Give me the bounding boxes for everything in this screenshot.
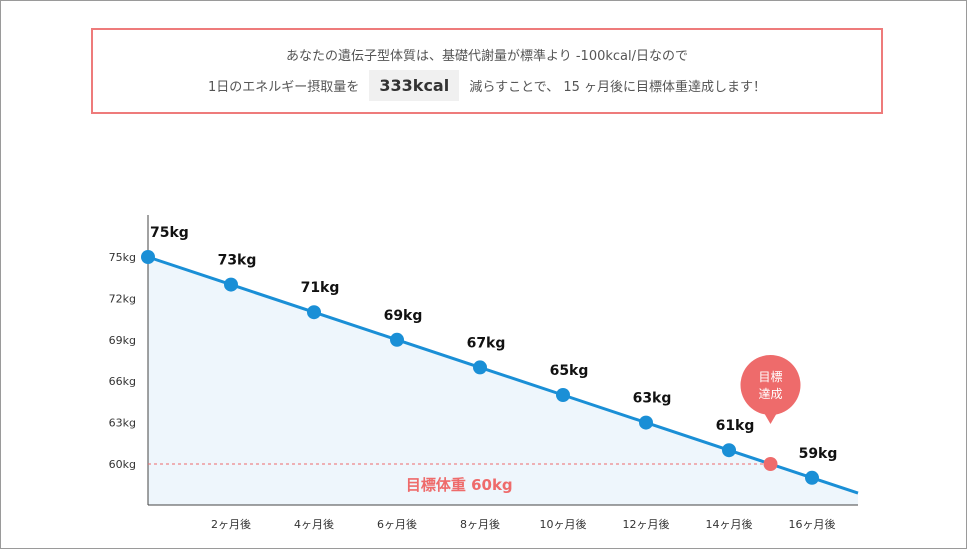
- goal-balloon: [740, 355, 801, 415]
- summary-line-2-suffix: 減らすことで、 15 ヶ月後に目標体重達成します！: [469, 80, 766, 95]
- x-tick-label: 6ヶ月後: [377, 517, 417, 531]
- goal-balloon-tail: [763, 412, 778, 424]
- goal-balloon-text-2: 達成: [758, 387, 782, 401]
- data-point: [805, 470, 819, 485]
- data-point: [224, 277, 238, 292]
- y-tick-label: 66kg: [109, 375, 136, 388]
- data-point-label: 75kg: [150, 225, 189, 241]
- data-point-label: 71kg: [301, 280, 340, 296]
- summary-line-1: あなたの遺伝子型体質は、基礎代謝量が標準より -100kcal/日なので: [285, 49, 688, 64]
- data-point-label: 73kg: [218, 253, 257, 269]
- x-tick-label: 12ヶ月後: [623, 517, 670, 531]
- y-tick-label: 60kg: [109, 458, 136, 471]
- data-point: [141, 250, 155, 264]
- summary-box: あなたの遺伝子型体質は、基礎代謝量が標準より -100kcal/日なので 1日の…: [91, 28, 883, 114]
- y-tick-label: 75kg: [109, 251, 136, 264]
- goal-weight-label: 目標体重 60kg: [406, 476, 513, 494]
- data-point: [556, 388, 570, 402]
- y-tick-label: 72kg: [109, 292, 136, 305]
- data-point-label: 67kg: [467, 335, 506, 351]
- x-tick-label: 2ヶ月後: [211, 517, 251, 531]
- x-tick-label: 16ヶ月後: [789, 517, 836, 531]
- data-point: [473, 360, 487, 375]
- data-point: [390, 332, 404, 347]
- summary-line-2-prefix: 1日のエネルギー摂取量を: [207, 80, 360, 95]
- data-point: [307, 305, 321, 320]
- kcal-reduction-value: 333kcal: [369, 70, 460, 101]
- goal-point: [763, 457, 778, 471]
- data-point-label: 61kg: [716, 418, 755, 434]
- summary-line-2: 1日のエネルギー摂取量を 333kcal 減らすことで、 15 ヶ月後に目標体重…: [93, 70, 881, 101]
- x-tick-label: 8ヶ月後: [460, 517, 500, 531]
- goal-balloon-text-1: 目標: [758, 370, 782, 384]
- data-point-label: 63kg: [633, 391, 672, 407]
- y-tick-label: 69kg: [109, 334, 136, 347]
- data-point-label: 69kg: [384, 308, 423, 324]
- data-point: [722, 443, 736, 458]
- y-tick-label: 63kg: [109, 417, 136, 430]
- data-point-label: 59kg: [799, 446, 838, 462]
- x-tick-label: 14ヶ月後: [706, 517, 753, 531]
- x-tick-label: 10ヶ月後: [540, 517, 587, 531]
- data-point-label: 65kg: [550, 363, 589, 379]
- data-point: [639, 415, 653, 430]
- area-fill: [148, 257, 858, 505]
- x-tick-label: 4ヶ月後: [294, 517, 334, 531]
